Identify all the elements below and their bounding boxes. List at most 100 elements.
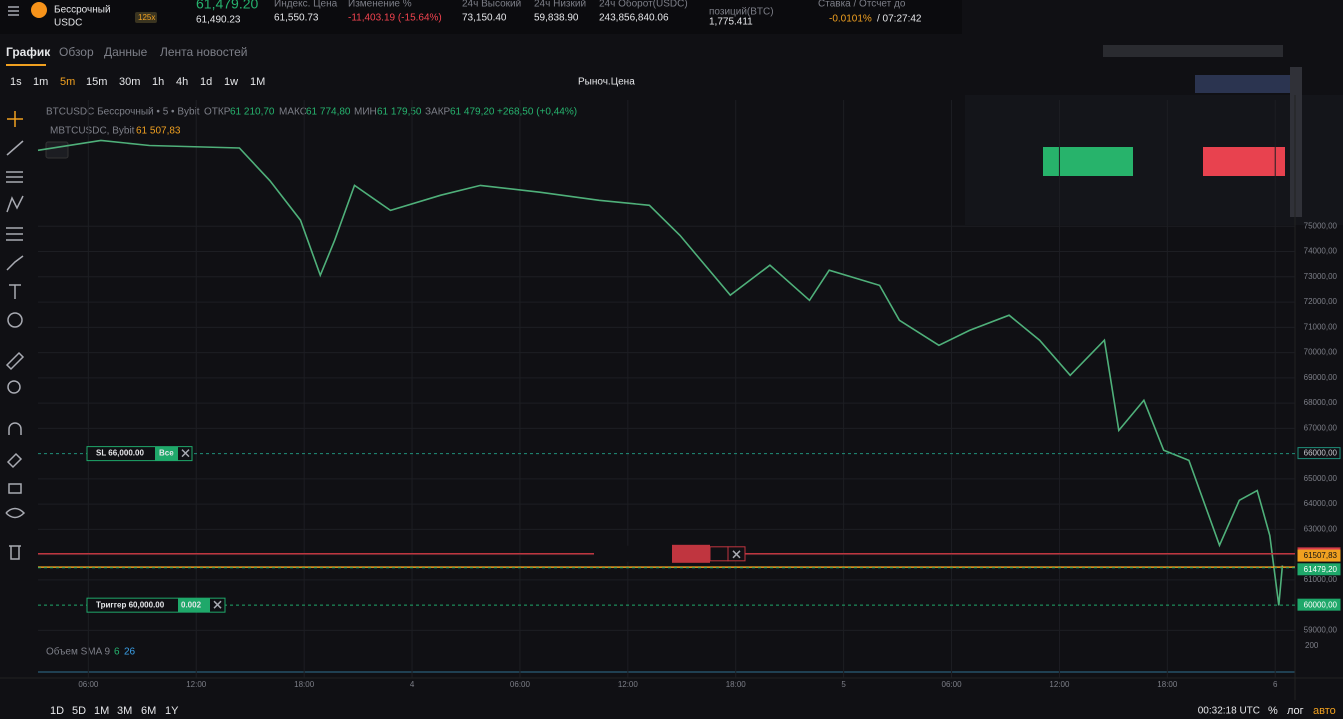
trigger-label: Триггер 60,000.00 bbox=[96, 600, 165, 609]
tab[interactable]: Обзор bbox=[59, 45, 94, 59]
legend-low: 61 179,50 bbox=[377, 107, 422, 118]
y-tick-label: 70000,00 bbox=[1304, 348, 1338, 357]
toolbar bbox=[5, 111, 26, 560]
price-badge bbox=[1297, 549, 1341, 562]
legend-close: 61 479,20 bbox=[450, 107, 495, 118]
interval[interactable]: 15m bbox=[86, 76, 107, 88]
stat-label: 24ч Высокий bbox=[462, 0, 521, 10]
mark-price: 61,490.23 bbox=[196, 15, 241, 26]
interval[interactable]: 5m bbox=[60, 76, 75, 88]
interval[interactable]: 1m bbox=[33, 76, 48, 88]
price-badge-label: 61479,20 bbox=[1304, 565, 1338, 574]
stat-value: 61,550.73 bbox=[274, 13, 319, 24]
tab[interactable]: Данные bbox=[104, 45, 148, 59]
last-price: 61,479.20 bbox=[196, 0, 258, 12]
y-tick-label: 72000,00 bbox=[1304, 297, 1338, 306]
y-tick-label: 74000,00 bbox=[1304, 247, 1338, 256]
volume-v1: 6 bbox=[114, 647, 120, 658]
blur-side bbox=[1290, 67, 1302, 217]
tab[interactable]: График bbox=[6, 45, 51, 59]
range-button[interactable]: 1M bbox=[94, 705, 109, 717]
volume-label: Объем SMA 9 bbox=[46, 646, 111, 658]
scale-button[interactable]: % bbox=[1268, 705, 1278, 717]
x-tick-label: 5 bbox=[841, 680, 846, 689]
volume-v2: 26 bbox=[124, 647, 136, 658]
btc-icon bbox=[31, 2, 47, 18]
sl-qty-box bbox=[155, 446, 178, 461]
interval[interactable]: 30m bbox=[119, 76, 140, 88]
interval[interactable]: 1w bbox=[224, 76, 238, 88]
price-badge-label: 61507,83 bbox=[1304, 551, 1338, 560]
x-tick-label: 18:00 bbox=[1157, 680, 1178, 689]
x-tick-label: 18:00 bbox=[726, 680, 747, 689]
price-badge bbox=[1297, 563, 1341, 576]
legend-close-label: ЗАКР bbox=[425, 107, 451, 118]
interval[interactable]: 1d bbox=[200, 76, 212, 88]
legend-low-label: МИН bbox=[354, 107, 377, 118]
interval[interactable]: 1h bbox=[152, 76, 164, 88]
collapse[interactable] bbox=[45, 141, 69, 159]
position-gap bbox=[594, 545, 672, 562]
leverage[interactable]: 125x bbox=[138, 13, 155, 22]
sl-label: SL 66,000.00 bbox=[96, 449, 144, 458]
x-tick-label: 4 bbox=[410, 680, 415, 689]
stat-value: 59,838.90 bbox=[534, 13, 579, 24]
price-badge bbox=[1297, 598, 1341, 611]
trigger-close[interactable] bbox=[213, 600, 222, 609]
y-tick-label: 73000,00 bbox=[1304, 272, 1338, 281]
scale-button[interactable]: лог bbox=[1287, 705, 1304, 717]
y-tick-label: 61000,00 bbox=[1304, 575, 1338, 584]
y-tick-label: 75000,00 bbox=[1304, 221, 1338, 230]
legend-open: 61 210,70 bbox=[230, 107, 275, 118]
stat-label: позиций(BTC) bbox=[709, 7, 774, 18]
interval[interactable]: 4h bbox=[176, 76, 188, 88]
interval[interactable]: 1s bbox=[10, 76, 22, 88]
x-tick-label: 12:00 bbox=[618, 680, 639, 689]
range-button[interactable]: 6M bbox=[141, 705, 156, 717]
y-tick-label: 65000,00 bbox=[1304, 474, 1338, 483]
position-tp[interactable] bbox=[709, 546, 729, 562]
menu[interactable] bbox=[8, 6, 19, 16]
tab[interactable]: Лента новостей bbox=[160, 45, 248, 59]
legend-symbol: BTCUSDC Бессрочный • 5 • Bybit bbox=[46, 107, 200, 118]
legend-high: 61 774,80 bbox=[306, 107, 351, 118]
position-blur bbox=[672, 544, 710, 563]
price-badge-label: 66000,00 bbox=[1304, 449, 1338, 458]
range-button[interactable]: 3M bbox=[117, 705, 132, 717]
buy-blur bbox=[1043, 147, 1133, 176]
x-tick-label: 18:00 bbox=[294, 680, 315, 689]
range-button[interactable]: 5D bbox=[72, 705, 86, 717]
stat-label: Изменение % bbox=[348, 0, 412, 10]
lev-box[interactable] bbox=[135, 12, 157, 23]
y-tick-label: 69000,00 bbox=[1304, 373, 1338, 382]
x-tick-label: 06:00 bbox=[510, 680, 531, 689]
funding-rate: -0.0101% bbox=[829, 14, 872, 25]
mark-symbol: MBTCUSDC, Bybit bbox=[50, 126, 135, 137]
mark-value: 61 507,83 bbox=[136, 126, 181, 137]
volume-axis: 200 bbox=[1305, 641, 1319, 650]
quote: USDC bbox=[54, 18, 82, 29]
blur-top bbox=[1103, 45, 1283, 57]
legend-change: +268,50 (+0,44%) bbox=[497, 107, 577, 118]
stat-value: -11,403.19 (-15.64%) bbox=[348, 13, 442, 24]
stat-value: 73,150.40 bbox=[462, 13, 507, 24]
range-button[interactable]: 1Y bbox=[165, 705, 179, 717]
x-tick-label: 12:00 bbox=[1049, 680, 1070, 689]
sl-close[interactable] bbox=[181, 449, 190, 458]
blur-top2 bbox=[1195, 75, 1290, 93]
range-button[interactable]: 1D bbox=[50, 705, 64, 717]
position-close-x bbox=[732, 550, 741, 559]
scale-button[interactable]: авто bbox=[1313, 705, 1336, 717]
contract: Бессрочный bbox=[54, 5, 111, 16]
stat-value: 243,856,840.06 bbox=[599, 13, 669, 24]
trigger-qty-box bbox=[178, 598, 210, 613]
price-type[interactable]: Рыноч.Цена bbox=[578, 77, 635, 88]
interval[interactable]: 1M bbox=[250, 76, 265, 88]
clock: 00:32:18 UTC bbox=[1198, 706, 1260, 717]
x-tick-label: 6 bbox=[1273, 680, 1278, 689]
countdown: / 07:27:42 bbox=[877, 14, 922, 25]
sell-blur bbox=[1203, 147, 1285, 176]
stat-label: Индекс. Цена bbox=[274, 0, 338, 10]
y-tick-label: 71000,00 bbox=[1304, 322, 1338, 331]
